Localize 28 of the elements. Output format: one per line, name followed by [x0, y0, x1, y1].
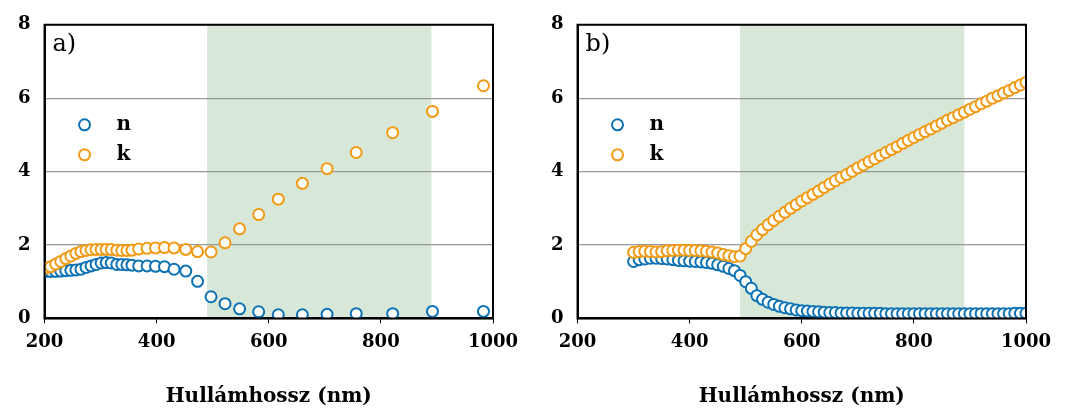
annotation: a) — [52, 29, 77, 58]
y-tick-label: 4 — [550, 159, 564, 181]
y-tick-label: 2 — [17, 232, 31, 254]
y-tick-label: 8 — [550, 12, 564, 34]
x-tick-label: 600 — [249, 329, 288, 351]
x-tick-label: 400 — [670, 329, 709, 351]
annotation: b) — [585, 29, 611, 58]
legend-label: n — [116, 111, 132, 135]
x-tick-label: 600 — [782, 329, 821, 351]
x-tick-label: 800 — [362, 329, 400, 351]
y-tick-label: 0 — [17, 306, 31, 328]
y-tick-label: 8 — [17, 12, 31, 34]
y-tick-label: 6 — [17, 85, 31, 107]
x-tick-label: 800 — [895, 329, 933, 351]
x-axis-title: Hullámhossz (nm) — [165, 383, 372, 408]
x-tick-label: 200 — [25, 329, 64, 351]
legend-label: k — [649, 141, 665, 165]
y-tick-label: 4 — [17, 159, 31, 181]
x-tick-label: 1000 — [467, 329, 519, 351]
legend-label: n — [649, 111, 665, 135]
y-tick-label: 0 — [550, 306, 564, 328]
x-tick-label: 1000 — [1000, 329, 1052, 351]
legend-label: k — [116, 141, 132, 165]
x-axis-title: Hullámhossz (nm) — [698, 383, 905, 408]
y-tick-label: 6 — [550, 85, 564, 107]
x-tick-label: 400 — [137, 329, 176, 351]
x-tick-label: 200 — [558, 329, 597, 351]
y-tick-label: 2 — [550, 232, 564, 254]
